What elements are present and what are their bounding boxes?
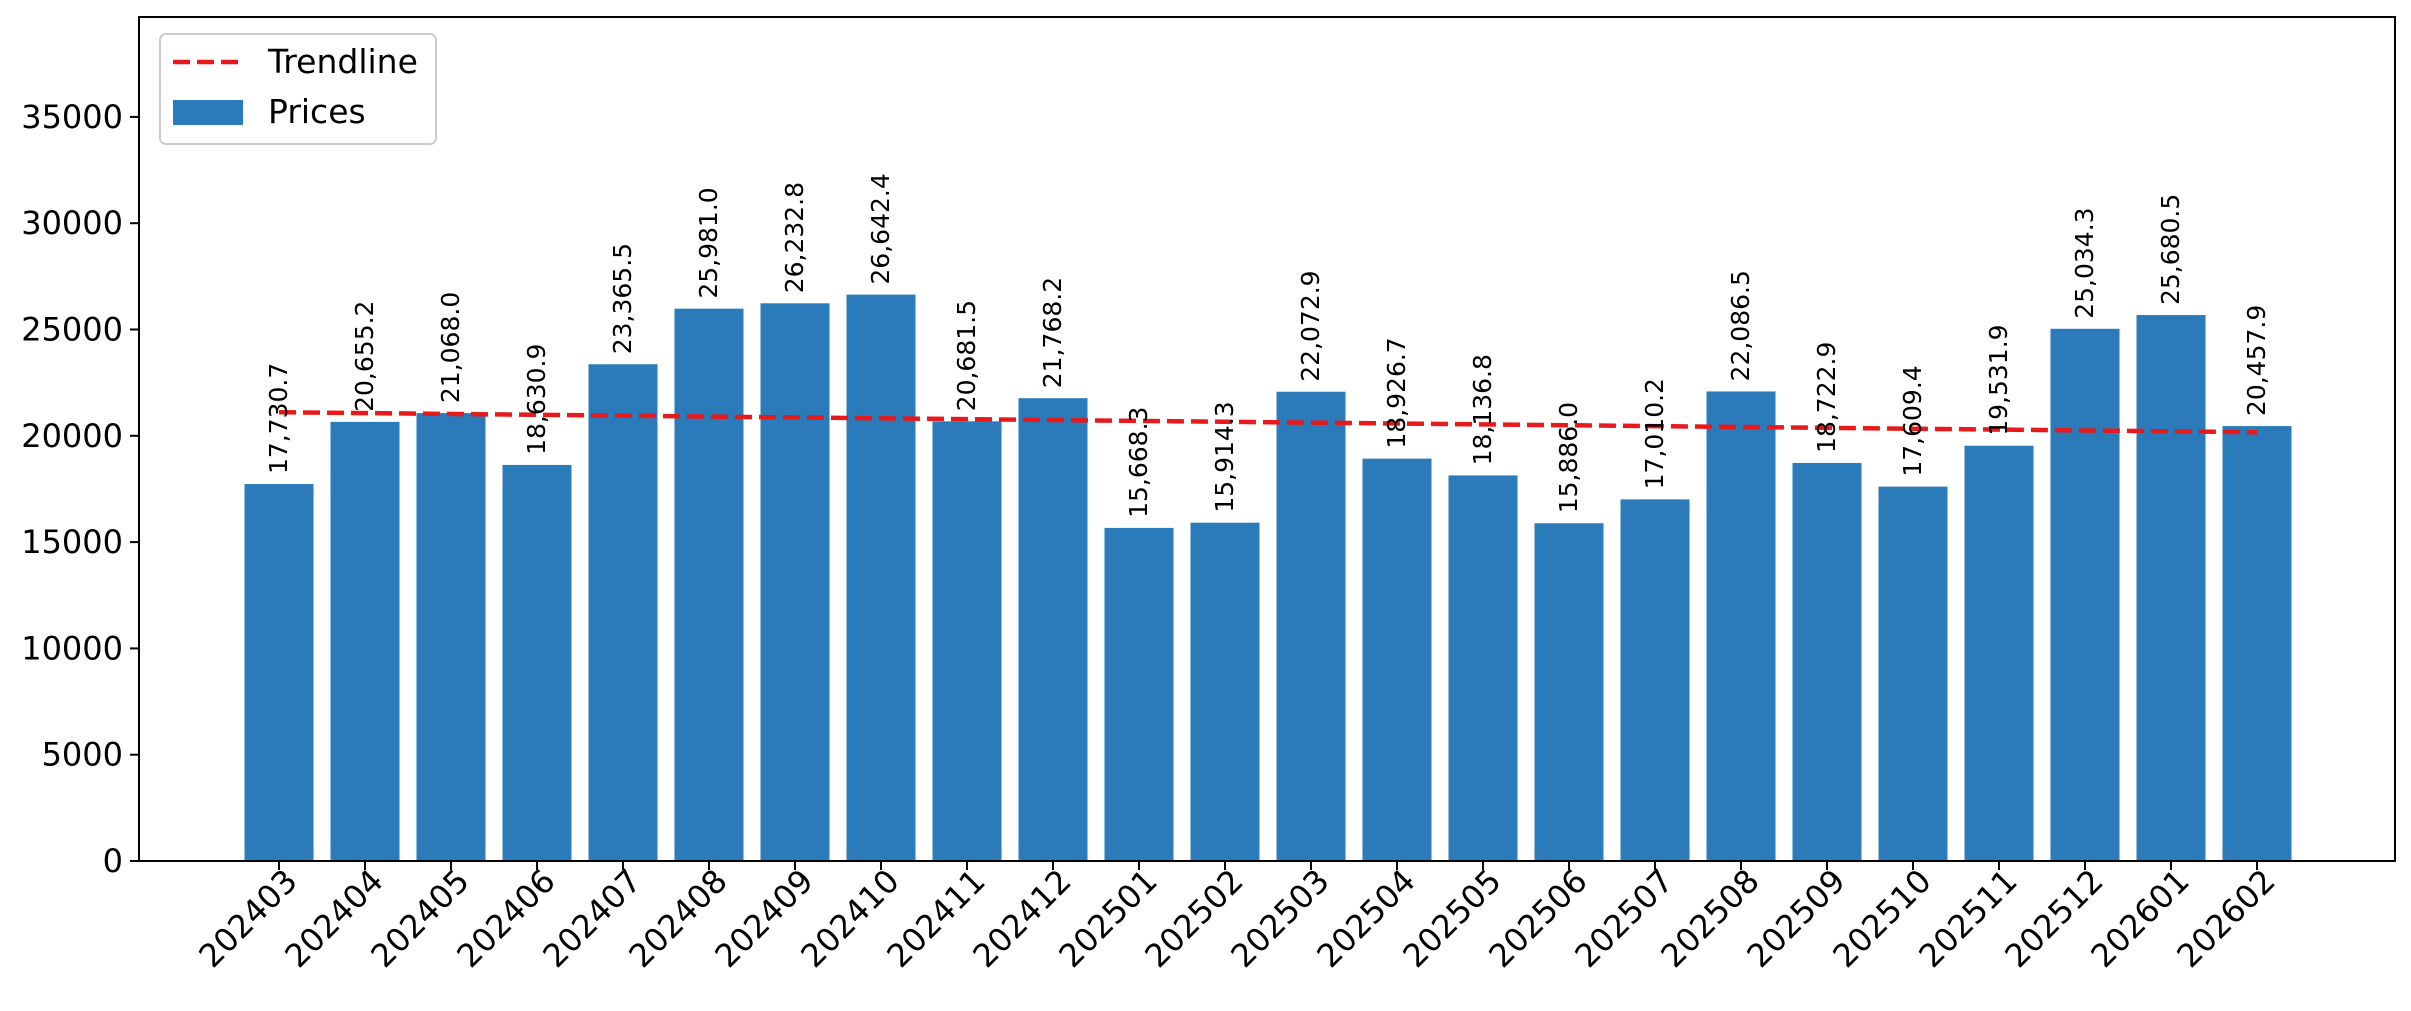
bar-202503 xyxy=(1276,391,1346,861)
bar-202602 xyxy=(2222,426,2292,861)
data-label-202409: 26,232.8 xyxy=(780,182,809,293)
data-label-202602: 20,457.9 xyxy=(2242,305,2271,416)
data-label-202509: 18,722.9 xyxy=(1812,342,1841,453)
legend: Trendline Prices xyxy=(159,33,437,145)
bar-202507 xyxy=(1620,499,1690,861)
bar-202509 xyxy=(1792,462,1862,861)
data-label-202408: 25,981.0 xyxy=(694,187,723,298)
bar-202502 xyxy=(1190,522,1260,861)
bar-202404 xyxy=(330,421,400,861)
data-label-202511: 19,531.9 xyxy=(1984,324,2013,435)
bar-202601 xyxy=(2136,315,2206,861)
data-labels-layer: 17,730.7 20,655.2 21,068.0 18,630.9 23,365.5… xyxy=(264,173,2271,518)
data-label-202410: 26,642.4 xyxy=(866,173,895,284)
data-label-202508: 22,086.5 xyxy=(1726,270,1755,381)
bar-202406 xyxy=(502,464,572,861)
data-label-202601: 25,680.5 xyxy=(2156,194,2185,305)
data-label-202505: 18,136.8 xyxy=(1468,354,1497,465)
y-tick-label: 20000 xyxy=(21,417,123,455)
trendline xyxy=(278,409,2258,435)
data-label-202411: 20,681.5 xyxy=(952,300,981,411)
data-label-202405: 21,068.0 xyxy=(436,292,465,403)
data-label-202403: 17,730.7 xyxy=(264,363,293,474)
bar-202411 xyxy=(932,421,1002,861)
bar-202410 xyxy=(846,294,916,861)
bars-layer xyxy=(244,294,2292,862)
y-tick-label: 35000 xyxy=(21,98,123,136)
y-axis: 0 5000 10000 15000 20000 25000 30000 35000 xyxy=(21,98,139,880)
legend-prices-label: Prices xyxy=(268,92,366,131)
bar-202501 xyxy=(1104,527,1174,861)
bar-202510 xyxy=(1878,486,1948,861)
bar-202512 xyxy=(2050,328,2120,861)
trendline-layer xyxy=(278,409,2258,435)
legend-trendline-label: Trendline xyxy=(267,42,418,81)
y-tick-label: 25000 xyxy=(21,311,123,349)
data-label-202406: 18,630.9 xyxy=(522,344,551,455)
y-tick-label: 10000 xyxy=(21,629,123,667)
bar-202409 xyxy=(760,303,830,862)
data-label-202504: 18,926.7 xyxy=(1382,337,1411,448)
data-label-202502: 15,914.3 xyxy=(1210,401,1239,512)
y-tick-label: 5000 xyxy=(42,736,123,774)
data-label-202506: 15,886.0 xyxy=(1554,402,1583,513)
data-label-202501: 15,668.3 xyxy=(1124,407,1153,518)
y-tick-label: 15000 xyxy=(21,523,123,561)
data-label-202503: 22,072.9 xyxy=(1296,270,1325,381)
legend-prices-swatch xyxy=(173,100,243,125)
bar-202508 xyxy=(1706,391,1776,861)
bar-202407 xyxy=(588,364,658,861)
bar-202504 xyxy=(1362,458,1432,861)
y-tick-label: 0 xyxy=(103,842,123,880)
data-label-202512: 25,034.3 xyxy=(2070,207,2099,318)
data-label-202507: 17,010.2 xyxy=(1640,378,1669,489)
bar-202506 xyxy=(1534,523,1604,861)
bar-202511 xyxy=(1964,445,2034,861)
data-label-202404: 20,655.2 xyxy=(350,301,379,412)
bar-202408 xyxy=(674,308,744,861)
bar-202505 xyxy=(1448,475,1518,861)
bar-202403 xyxy=(244,484,314,861)
bar-202412 xyxy=(1018,398,1088,861)
data-label-202407: 23,365.5 xyxy=(608,243,637,354)
data-label-202412: 21,768.2 xyxy=(1038,277,1067,388)
data-label-202510: 17,609.4 xyxy=(1898,365,1927,476)
y-tick-label: 30000 xyxy=(21,204,123,242)
x-axis: 2024032024042024052024062024072024082024… xyxy=(191,861,2283,975)
bar-202405 xyxy=(416,413,486,861)
plot-frame xyxy=(138,16,2396,862)
